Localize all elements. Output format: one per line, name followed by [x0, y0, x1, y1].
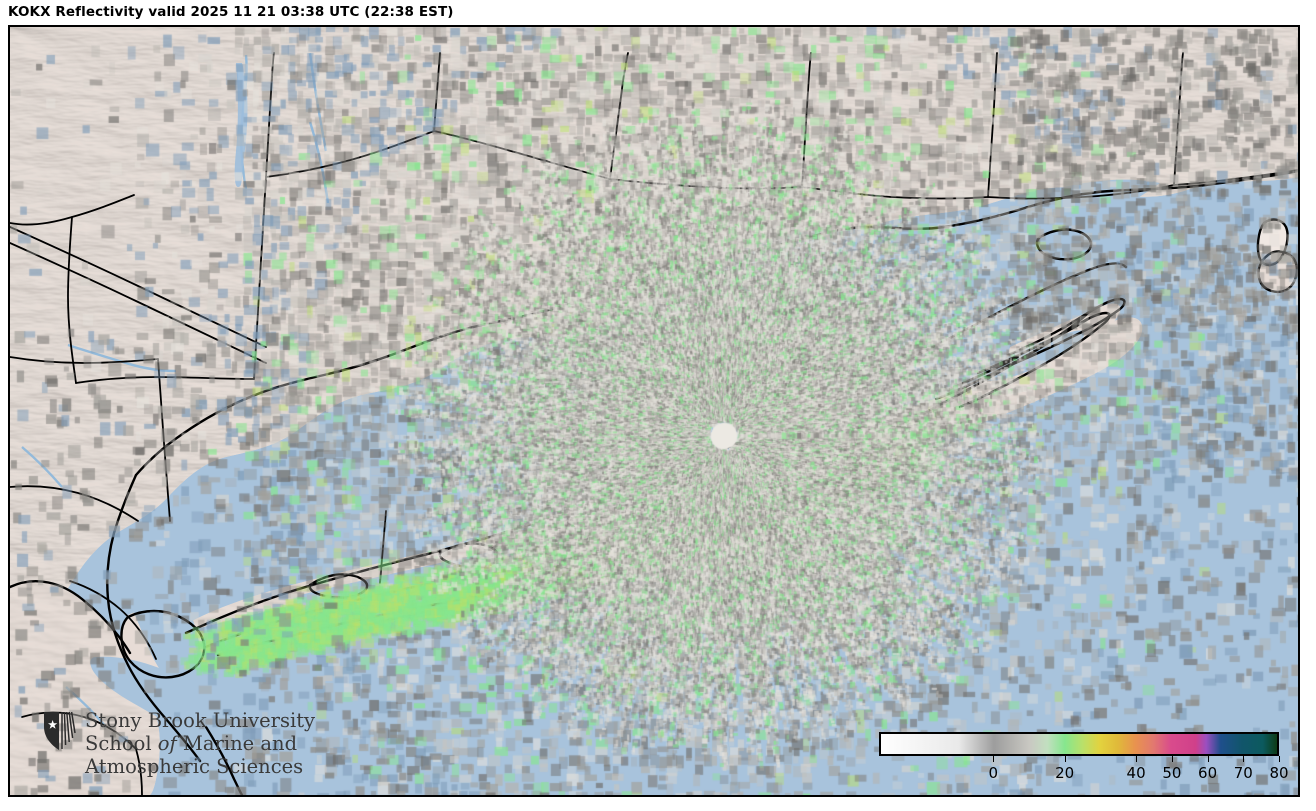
colorbar-tick	[1171, 756, 1173, 762]
shield-icon	[44, 711, 76, 750]
colorbar-ticks	[879, 756, 1280, 763]
colorbar-marker	[879, 725, 1279, 740]
colorbar-tick	[1136, 756, 1138, 762]
logo-line-1: Stony Brook University	[85, 709, 316, 732]
colorbar-tick	[993, 756, 995, 762]
colorbar-tick-label: 50	[1162, 764, 1182, 782]
colorbar-tick-label: 60	[1198, 764, 1218, 782]
colorbar-tick	[1243, 756, 1245, 762]
colorbar-tick	[1279, 756, 1280, 762]
reflectivity-colorbar[interactable]: 0 20 40 50 60 70 80	[879, 732, 1289, 785]
colorbar-tick-label: 70	[1233, 764, 1253, 782]
logo-line2-pre: School	[85, 732, 158, 755]
title-bar: KOKX Reflectivity valid 2025 11 21 03:38…	[0, 0, 1316, 25]
logo-line2-post: Marine and	[176, 732, 298, 755]
logo-text: Stony Brook University School of Marine …	[85, 709, 315, 778]
colorbar-tick-label: 20	[1055, 764, 1075, 782]
colorbar-gradient	[881, 734, 1277, 754]
colorbar-tick	[1207, 756, 1209, 762]
page-title: KOKX Reflectivity valid 2025 11 21 03:38…	[8, 4, 454, 20]
radar-reflectivity-layer	[10, 27, 1298, 795]
logo-line-3: Atmospheric Sciences	[85, 755, 304, 778]
map-frame[interactable]: Stony Brook University School of Marine …	[8, 25, 1300, 797]
map-viewport[interactable]: Stony Brook University School of Marine …	[10, 27, 1298, 795]
colorbar-tick-labels: 0 20 40 50 60 70 80	[879, 763, 1289, 785]
logo-line2-em: of	[157, 732, 177, 755]
colorbar-tick-label: 40	[1126, 764, 1146, 782]
colorbar-tick	[1064, 756, 1066, 762]
colorbar-tick-label: 80	[1269, 764, 1289, 782]
colorbar-gradient-box[interactable]	[879, 732, 1279, 756]
colorbar-tick-label: 0	[988, 764, 999, 782]
stony-brook-logo: Stony Brook University School of Marine …	[42, 709, 315, 778]
logo-line-2: School of Marine and	[85, 732, 315, 755]
